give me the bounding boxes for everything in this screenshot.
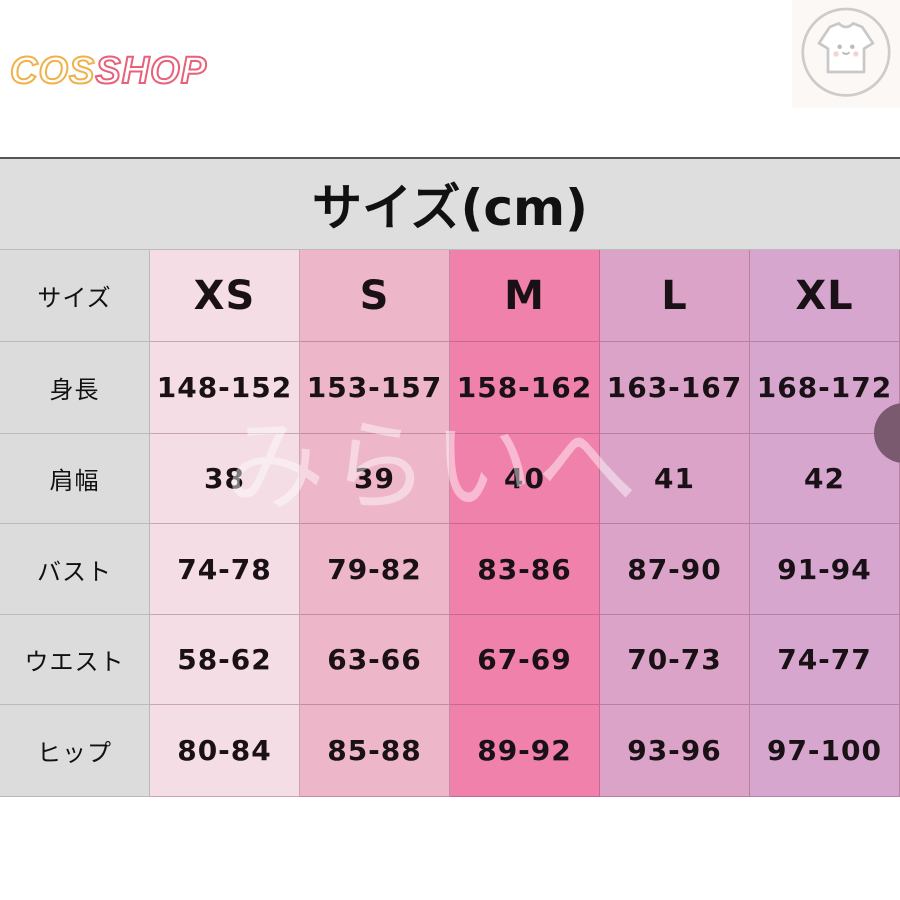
size-value: 97-100	[750, 705, 900, 797]
size-grid: サイズ XS S M L XL 身長 148-152 153-157 158-162 163-16…	[0, 250, 900, 797]
row-label: ウエスト	[0, 615, 150, 705]
size-header: S	[300, 250, 450, 342]
size-value: 89-92	[450, 705, 600, 797]
size-value: 163-167	[600, 342, 750, 434]
size-value: 93-96	[600, 705, 750, 797]
row-label: ヒップ	[0, 705, 150, 797]
size-value: 158-162	[450, 342, 600, 434]
size-value: 41	[600, 434, 750, 524]
size-header: XL	[750, 250, 900, 342]
size-value: 168-172	[750, 342, 900, 434]
size-value: 74-77	[750, 615, 900, 705]
size-chart-title: サイズ(cm)	[0, 159, 900, 250]
size-value: 83-86	[450, 524, 600, 615]
size-value: 39	[300, 434, 450, 524]
size-value: 70-73	[600, 615, 750, 705]
size-value: 38	[150, 434, 300, 524]
size-chart: サイズ(cm) サイズ XS S M L XL 身長 148-152 153-157 158-1…	[0, 157, 900, 797]
size-value: 87-90	[600, 524, 750, 615]
size-value: 148-152	[150, 342, 300, 434]
row-label: バスト	[0, 524, 150, 615]
size-value: 63-66	[300, 615, 450, 705]
size-header: M	[450, 250, 600, 342]
size-value: 85-88	[300, 705, 450, 797]
cosshop-logo: COSSHOP	[9, 49, 208, 93]
size-value: 79-82	[300, 524, 450, 615]
row-label: 肩幅	[0, 434, 150, 524]
corner-label: サイズ	[0, 250, 150, 342]
tshirt-face-icon	[792, 0, 900, 108]
size-value: 40	[450, 434, 600, 524]
size-value: 58-62	[150, 615, 300, 705]
size-value: 153-157	[300, 342, 450, 434]
row-label: 身長	[0, 342, 150, 434]
size-header: L	[600, 250, 750, 342]
size-value: 80-84	[150, 705, 300, 797]
size-header: XS	[150, 250, 300, 342]
size-value: 74-78	[150, 524, 300, 615]
size-value: 67-69	[450, 615, 600, 705]
size-value: 91-94	[750, 524, 900, 615]
